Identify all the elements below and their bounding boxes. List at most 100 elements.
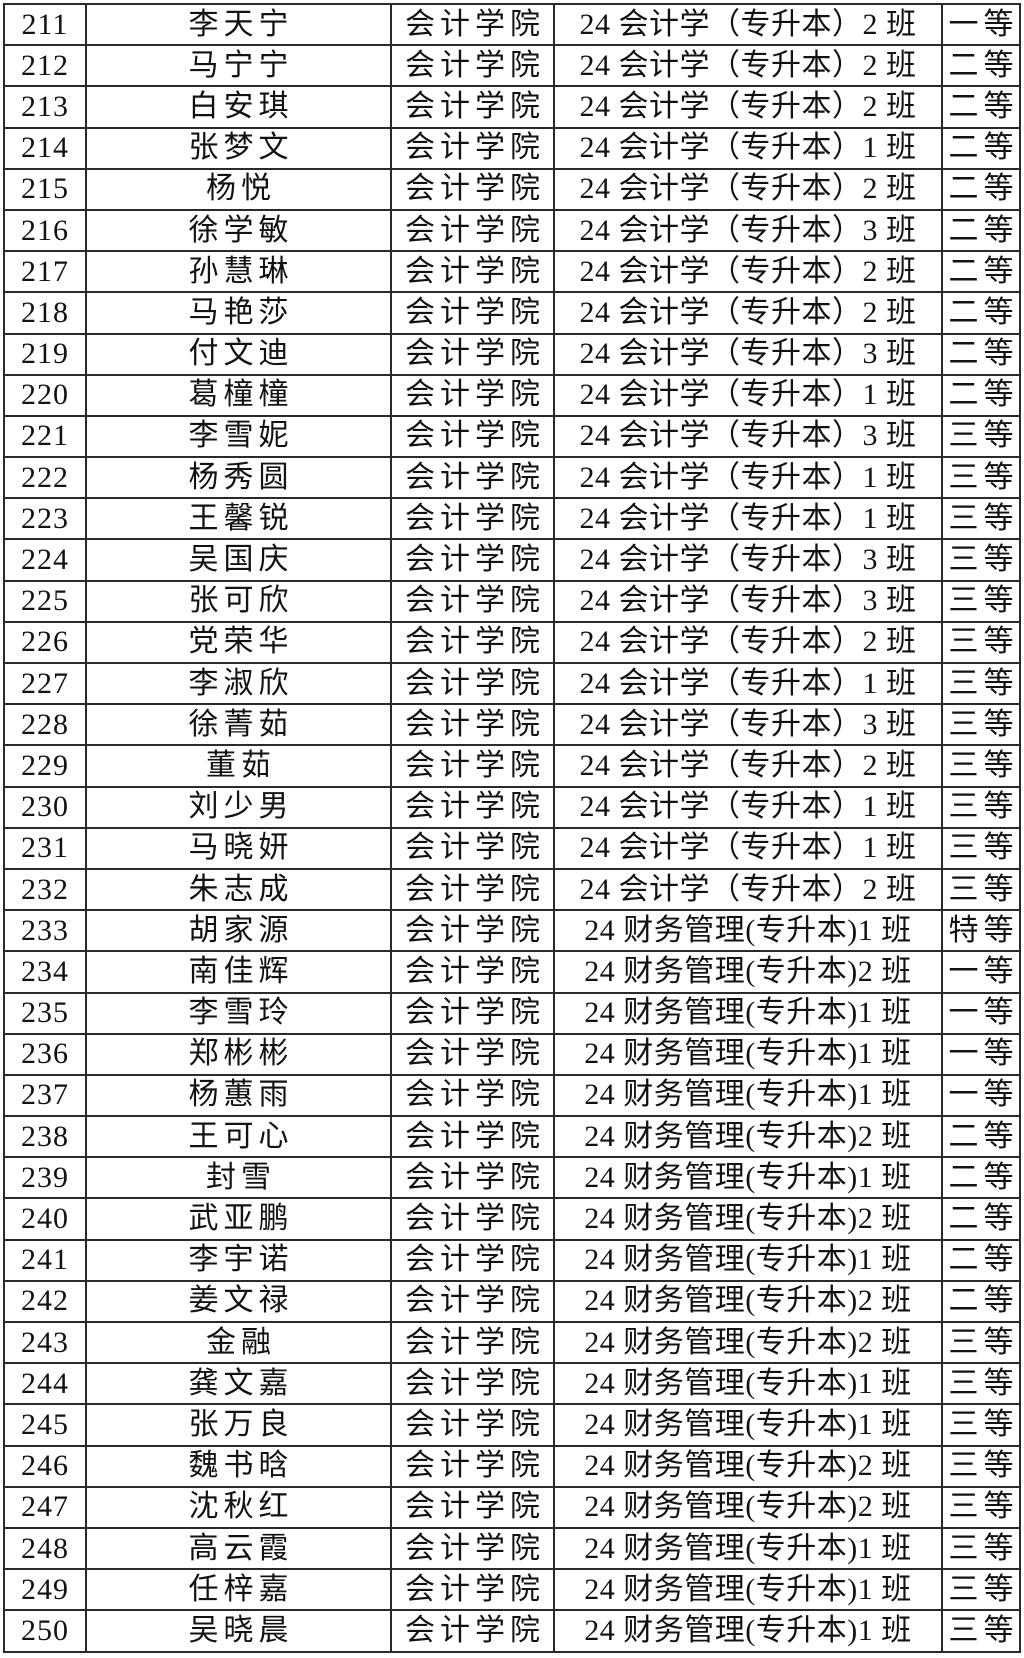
name-cell: 朱志成 [85,867,392,912]
award-cell: 二等 [941,208,1021,253]
college-cell: 会计学院 [390,1403,555,1447]
class-cell: 24 会计学（专升本）2 班 [553,291,943,335]
serial-cell: 236 [3,1032,87,1076]
award-cell: 二等 [941,250,1021,294]
award-cell: 三等 [941,1362,1021,1406]
college-cell: 会计学院 [390,867,555,912]
college-cell: 会计学院 [390,497,555,541]
award-cell: 三等 [941,1485,1021,1529]
award-cell: 二等 [941,332,1021,376]
serial-cell: 217 [3,250,87,294]
award-cell: 三等 [941,703,1021,747]
serial-cell: 213 [3,85,87,129]
table-row: 217 孙慧琳 会计学院 24 会计学（专升本）2 班二等 [3,250,1021,294]
name-cell: 马宁宁 [85,44,392,88]
serial-cell: 243 [3,1320,87,1365]
award-cell: 二等 [941,1115,1021,1159]
class-cell: 24 会计学（专升本）2 班 [553,744,943,788]
class-cell: 24 财务管理(专升本)1 班 [553,1156,943,1200]
table-row: 214 张梦文 会计学院 24 会计学（专升本）1 班二等 [3,126,1021,170]
class-cell: 24 财务管理(专升本)2 班 [553,1320,943,1365]
table-row: 230 刘少男 会计学院 24 会计学（专升本）1 班三等 [3,785,1021,829]
college-cell: 会计学院 [390,414,555,459]
class-cell: 24 会计学（专升本）1 班 [553,456,943,500]
name-cell: 张梦文 [85,126,392,170]
award-cell: 一等 [941,2,1021,47]
class-cell: 24 会计学（专升本）3 班 [553,208,943,253]
class-cell: 24 会计学（专升本）3 班 [553,332,943,376]
award-cell: 二等 [941,373,1021,417]
award-cell: 一等 [941,950,1021,994]
college-cell: 会计学院 [390,744,555,788]
college-cell: 会计学院 [390,661,555,706]
award-cell: 三等 [941,785,1021,829]
award-cell: 三等 [941,1444,1021,1488]
table-row: 245 张万良 会计学院 24 财务管理(专升本)1 班三等 [3,1403,1021,1447]
table-row: 229 董茹 会计学院 24 会计学（专升本）2 班三等 [3,744,1021,788]
college-cell: 会计学院 [390,1609,555,1653]
serial-cell: 221 [3,414,87,459]
college-cell: 会计学院 [390,373,555,417]
name-cell: 张万良 [85,1403,392,1447]
name-cell: 王馨锐 [85,497,392,541]
award-cell: 三等 [941,1568,1021,1612]
college-cell: 会计学院 [390,2,555,47]
award-cell: 三等 [941,620,1021,665]
class-cell: 24 会计学（专升本）2 班 [553,250,943,294]
class-cell: 24 会计学（专升本）3 班 [553,703,943,747]
award-cell: 三等 [941,497,1021,541]
table-row: 250 吴晓晨 会计学院 24 财务管理(专升本)1 班三等 [3,1609,1021,1653]
name-cell: 吴晓晨 [85,1609,392,1653]
name-cell: 付文迪 [85,332,392,376]
table-row: 223 王馨锐 会计学院 24 会计学（专升本）1 班三等 [3,497,1021,541]
award-cell: 三等 [941,867,1021,912]
class-cell: 24 财务管理(专升本)1 班 [553,1362,943,1406]
award-cell: 二等 [941,1197,1021,1241]
serial-cell: 237 [3,1073,87,1118]
class-cell: 24 会计学（专升本）3 班 [553,414,943,459]
class-cell: 24 财务管理(专升本)1 班 [553,991,943,1035]
name-cell: 郑彬彬 [85,1032,392,1076]
table-row: 228 徐菁茹 会计学院 24 会计学（专升本）3 班三等 [3,703,1021,747]
table-row: 239 封雪 会计学院 24 财务管理(专升本)1 班二等 [3,1156,1021,1200]
college-cell: 会计学院 [390,950,555,994]
name-cell: 李宇诺 [85,1238,392,1282]
serial-cell: 227 [3,661,87,706]
award-cell: 三等 [941,1403,1021,1447]
serial-cell: 239 [3,1156,87,1200]
table-row: 218 马艳莎 会计学院 24 会计学（专升本）2 班二等 [3,291,1021,335]
table-row: 234 南佳辉 会计学院 24 财务管理(专升本)2 班一等 [3,950,1021,994]
college-cell: 会计学院 [390,1279,555,1324]
serial-cell: 238 [3,1115,87,1159]
serial-cell: 246 [3,1444,87,1488]
table-row: 225 张可欣 会计学院 24 会计学（专升本）3 班三等 [3,579,1021,623]
table-row: 211 李天宁 会计学院 24 会计学（专升本）2 班一等 [3,2,1021,47]
class-cell: 24 会计学（专升本）2 班 [553,85,943,129]
name-cell: 魏书晗 [85,1444,392,1488]
college-cell: 会计学院 [390,1073,555,1118]
class-cell: 24 财务管理(专升本)2 班 [553,1197,943,1241]
serial-cell: 212 [3,44,87,88]
award-cell: 二等 [941,1156,1021,1200]
table-row: 244 龚文嘉 会计学院 24 财务管理(专升本)1 班三等 [3,1362,1021,1406]
table-row: 227 李淑欣 会计学院 24 会计学（专升本）1 班三等 [3,661,1021,706]
table-row: 215 杨悦 会计学院 24 会计学（专升本）2 班二等 [3,167,1021,211]
table-row: 249 任梓嘉 会计学院 24 财务管理(专升本)1 班三等 [3,1568,1021,1612]
class-cell: 24 财务管理(专升本)1 班 [553,1073,943,1118]
award-cell: 二等 [941,85,1021,129]
serial-cell: 219 [3,332,87,376]
class-cell: 24 财务管理(专升本)1 班 [553,1403,943,1447]
serial-cell: 235 [3,991,87,1035]
award-cell: 三等 [941,1320,1021,1365]
class-cell: 24 财务管理(专升本)1 班 [553,1032,943,1076]
table-row: 238 王可心 会计学院 24 财务管理(专升本)2 班二等 [3,1115,1021,1159]
name-cell: 白安琪 [85,85,392,129]
table-row: 240 武亚鹏 会计学院 24 财务管理(专升本)2 班二等 [3,1197,1021,1241]
serial-cell: 223 [3,497,87,541]
class-cell: 24 财务管理(专升本)1 班 [553,1526,943,1571]
table-row: 246 魏书晗 会计学院 24 财务管理(专升本)2 班三等 [3,1444,1021,1488]
serial-cell: 232 [3,867,87,912]
serial-cell: 218 [3,291,87,335]
class-cell: 24 会计学（专升本）2 班 [553,2,943,47]
